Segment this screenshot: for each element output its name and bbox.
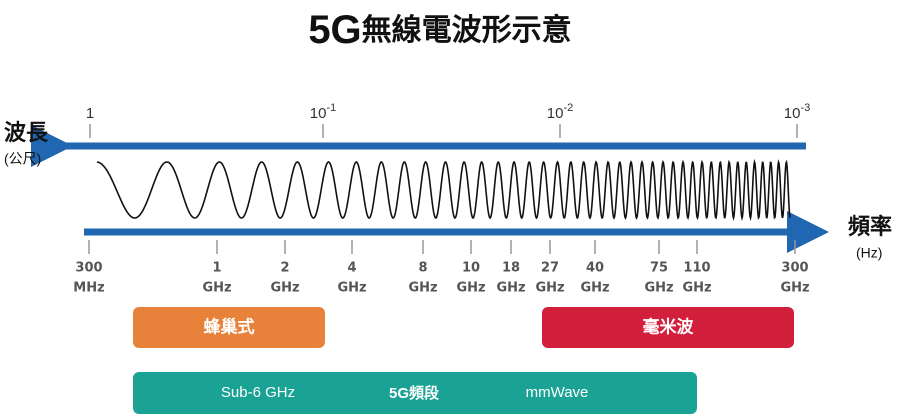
wavelength-tick: 10-2	[547, 102, 573, 122]
wavelength-unit: (公尺)	[4, 151, 41, 167]
mmwave-label: 毫米波	[643, 316, 695, 336]
frequency-tick-value: 4	[347, 261, 356, 276]
frequency-tick-value: 27	[541, 261, 559, 276]
5g-band-bar	[133, 372, 697, 414]
tick-exp: -1	[326, 102, 336, 114]
frequency-unit: (Hz)	[856, 245, 882, 261]
frequency-tick-value: 300	[781, 261, 808, 276]
frequency-tick-value: 300	[75, 261, 102, 276]
frequency-tick-unit: GHz	[780, 281, 809, 296]
frequency-tick-value: 1	[212, 261, 221, 276]
mmwave-bar-label: mmWave	[526, 384, 589, 401]
tick-exp: -3	[800, 102, 810, 114]
frequency-tick-value: 8	[418, 261, 427, 276]
wave	[96, 158, 791, 222]
sub6-label: Sub-6 GHz	[221, 384, 295, 401]
tick-base: 10	[547, 105, 564, 122]
title-rest: 無線電波形示意	[362, 13, 572, 47]
cellular-band	[133, 307, 325, 348]
frequency-tick-value: 2	[280, 261, 289, 276]
frequency-tick-unit: GHz	[408, 281, 437, 296]
frequency-tick-unit: GHz	[202, 281, 231, 296]
tick-base: 10	[310, 105, 327, 122]
frequency-tick-unit: GHz	[270, 281, 299, 296]
tick-base: 10	[784, 105, 801, 122]
frequency-tick-value: 40	[586, 261, 604, 276]
title-main: 5G	[308, 8, 361, 52]
frequency-tick-unit: GHz	[682, 281, 711, 296]
wavelength-tick: 10-1	[310, 102, 336, 122]
wavelength-tick: 10-3	[784, 102, 810, 122]
title: 5G無線電波形示意	[308, 8, 571, 52]
frequency-tick-value: 10	[462, 261, 480, 276]
frequency-tick-unit: GHz	[580, 281, 609, 296]
frequency-tick-unit: GHz	[644, 281, 673, 296]
frequency-tick-value: 18	[502, 261, 520, 276]
5g-band-label: 5G頻段	[389, 384, 439, 402]
frequency-tick-value: 110	[683, 261, 710, 276]
frequency-tick-unit: MHz	[73, 281, 104, 296]
tick-exp: -2	[563, 102, 573, 114]
wavelength-tick: 1	[86, 105, 94, 122]
tick-base: 1	[86, 105, 94, 122]
frequency-tick-unit: GHz	[535, 281, 564, 296]
frequency-tick-unit: GHz	[456, 281, 485, 296]
ticks: 1 10-1 10-2 10-3300MHz1GHz2GHz4GHz8GHz10GHz…	[73, 102, 810, 296]
cellular-label: 蜂巢式	[204, 316, 255, 336]
wavelength-label: 波長	[4, 120, 49, 145]
frequency-label: 頻率	[848, 214, 892, 239]
frequency-tick-unit: GHz	[496, 281, 525, 296]
frequency-tick-value: 75	[650, 261, 668, 276]
frequency-tick-unit: GHz	[337, 281, 366, 296]
mmwave-band	[542, 307, 794, 348]
